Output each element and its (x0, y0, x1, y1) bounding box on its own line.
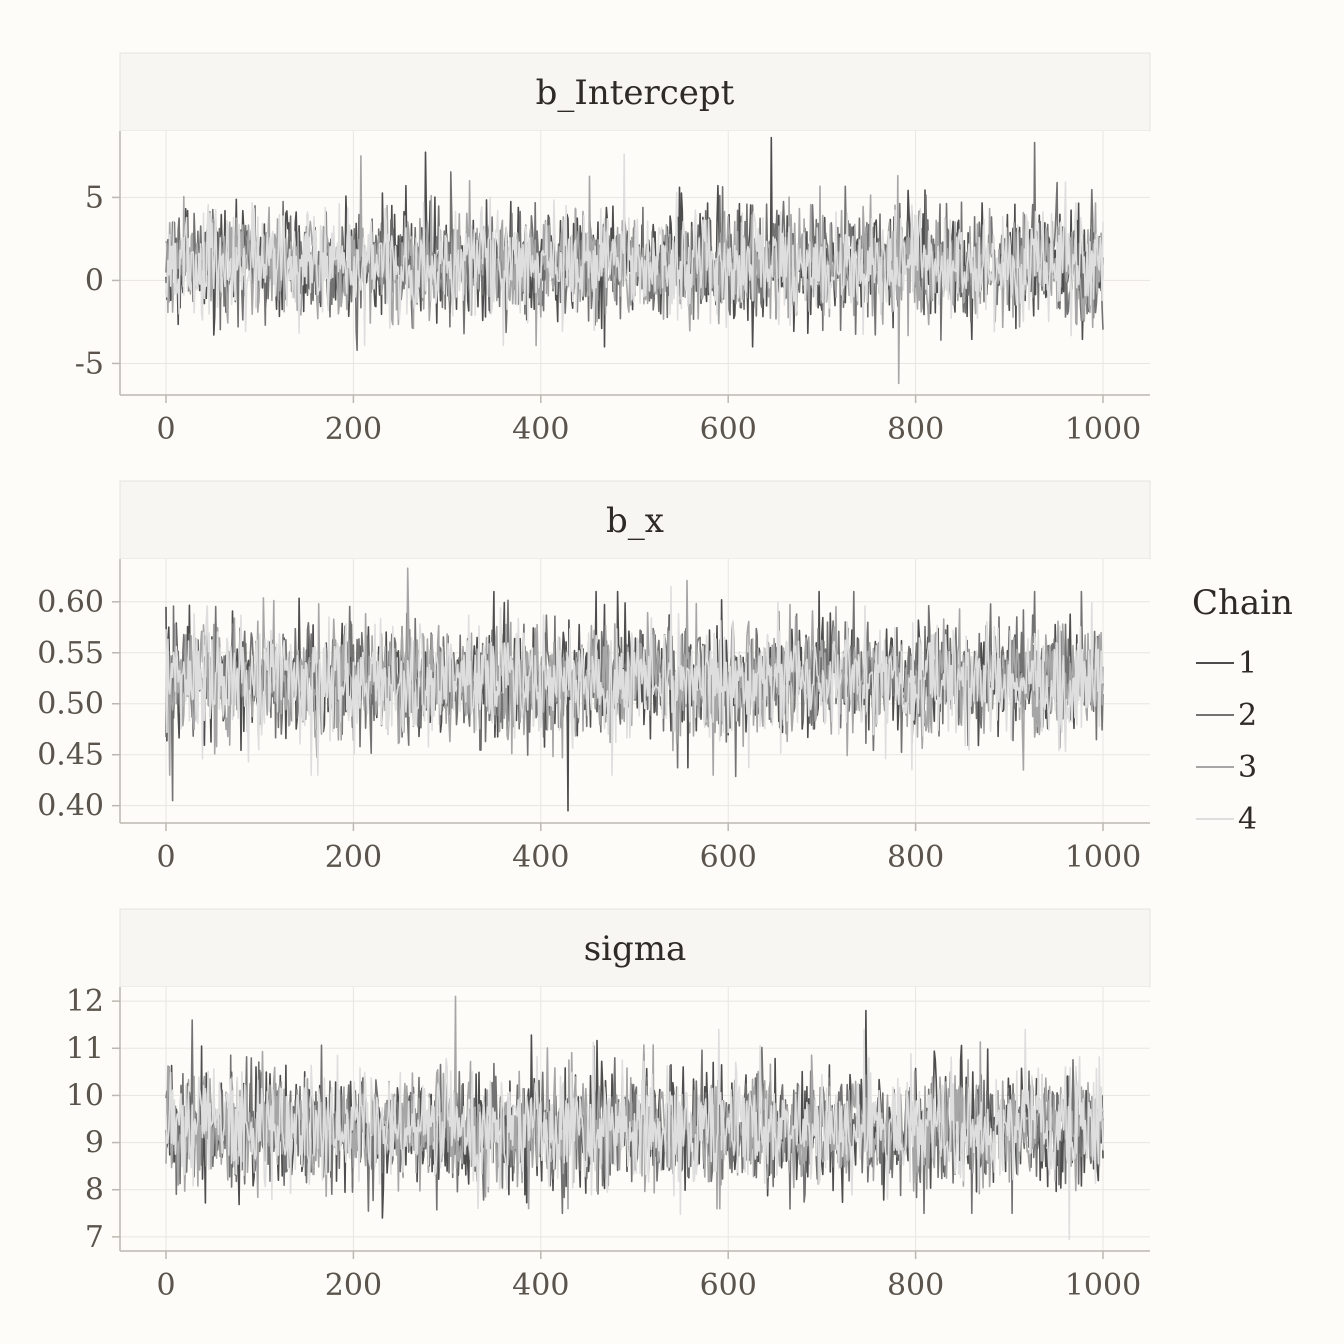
trace-b_Intercept-chain-4 (165, 153, 1104, 346)
panel-title-b_x: b_x (606, 501, 664, 541)
panel-strip-sigma (119, 908, 1151, 988)
y-tick-label-11: 11 (66, 1031, 104, 1066)
x-tick-label-800: 800 (887, 1268, 944, 1303)
y-tick-label-0: 0 (85, 263, 104, 298)
y-tick-label-9: 9 (85, 1126, 104, 1161)
x-tick-label-600: 600 (700, 412, 757, 447)
x-tick-label-1000: 1000 (1065, 1268, 1141, 1303)
panel-title-sigma: sigma (584, 929, 687, 969)
panel-title-b_Intercept: b_Intercept (536, 73, 735, 113)
x-tick-label-200: 200 (325, 1268, 382, 1303)
x-tick-label-0: 0 (156, 412, 175, 447)
y-tick-label-0.55: 0.55 (37, 636, 104, 671)
x-tick-label-800: 800 (887, 840, 944, 875)
x-tick-label-600: 600 (700, 1268, 757, 1303)
panel-strip-b_x (119, 480, 1151, 560)
trace-sigma-chain-4 (165, 1028, 1104, 1240)
y-tick-label-10: 10 (66, 1078, 104, 1113)
x-tick-label-0: 0 (156, 840, 175, 875)
x-tick-label-600: 600 (700, 840, 757, 875)
legend-label-chain-2: 2 (1238, 698, 1257, 733)
panel-strip-b_Intercept (119, 52, 1151, 132)
y-tick-label-12: 12 (66, 984, 104, 1019)
x-tick-label-400: 400 (512, 412, 569, 447)
x-tick-label-200: 200 (325, 840, 382, 875)
y-tick-label--5: -5 (75, 346, 104, 381)
x-tick-label-400: 400 (512, 840, 569, 875)
y-tick-label-0.50: 0.50 (37, 687, 104, 722)
legend-title: Chain (1192, 583, 1293, 623)
y-tick-label-0.60: 0.60 (37, 585, 104, 620)
x-tick-label-1000: 1000 (1065, 840, 1141, 875)
legend-label-chain-3: 3 (1238, 750, 1257, 785)
legend-label-chain-4: 4 (1238, 802, 1257, 837)
y-tick-label-8: 8 (85, 1173, 104, 1208)
y-tick-label-0.45: 0.45 (37, 738, 104, 773)
x-tick-label-1000: 1000 (1065, 412, 1141, 447)
x-tick-label-800: 800 (887, 412, 944, 447)
x-tick-label-0: 0 (156, 1268, 175, 1303)
x-tick-label-200: 200 (325, 412, 382, 447)
y-tick-label-0.40: 0.40 (37, 789, 104, 824)
x-tick-label-400: 400 (512, 1268, 569, 1303)
y-tick-label-5: 5 (85, 180, 104, 215)
legend-label-chain-1: 1 (1238, 646, 1257, 681)
trace-b_x-chain-4 (165, 585, 1104, 776)
y-tick-label-7: 7 (85, 1220, 104, 1255)
